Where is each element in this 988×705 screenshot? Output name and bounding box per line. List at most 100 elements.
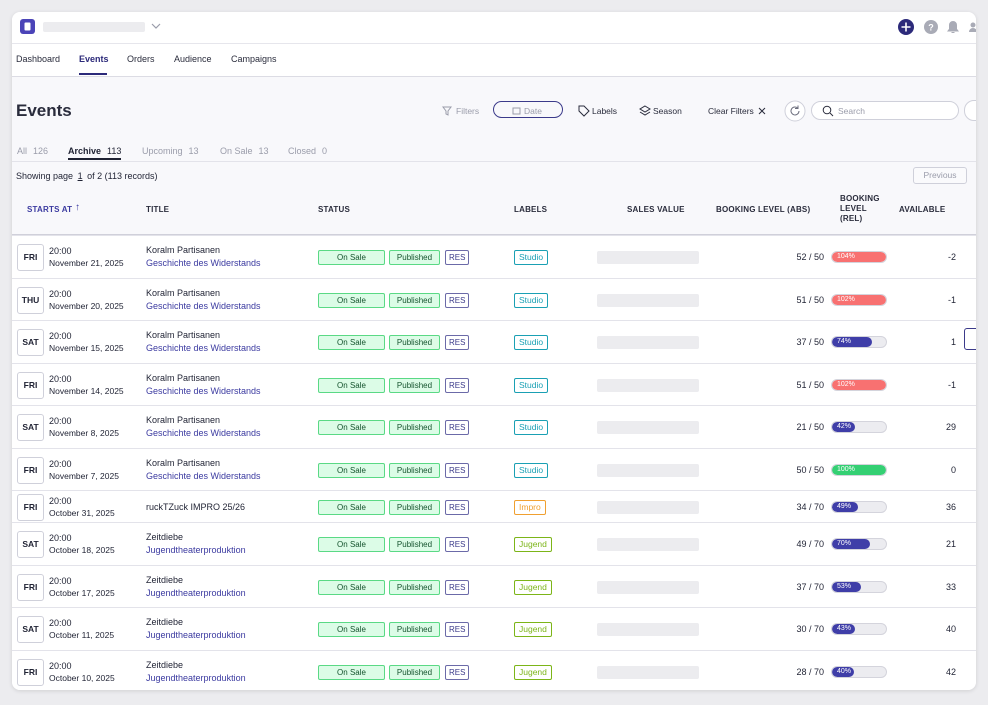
filter-icon	[442, 106, 454, 116]
event-subtitle[interactable]: Jugendtheaterproduktion	[146, 588, 246, 598]
event-date: November 21, 2025	[49, 258, 124, 268]
available: 29	[946, 422, 956, 432]
status-badge: On Sale	[318, 335, 385, 350]
event-title: Zeitdiebe	[146, 617, 183, 627]
label-tag[interactable]: Studio	[514, 463, 548, 478]
status-badge: Published	[389, 665, 440, 680]
table-row[interactable]: SAT20:00November 8, 2025Koralm Partisane…	[12, 405, 976, 449]
tab[interactable]: All126	[17, 146, 48, 156]
available: 21	[946, 539, 956, 549]
filters-button[interactable]: Filters	[456, 106, 479, 116]
table-row[interactable]: FRI20:00October 17, 2025ZeitdiebeJugendt…	[12, 565, 976, 609]
weekday-badge: THU	[17, 287, 44, 314]
nav-item[interactable]: Dashboard	[16, 54, 60, 64]
status-badge: On Sale	[318, 580, 385, 595]
table-row[interactable]: SAT20:00October 11, 2025ZeitdiebeJugendt…	[12, 607, 976, 651]
event-subtitle[interactable]: Geschichte des Widerstands	[146, 386, 261, 396]
event-title: Koralm Partisanen	[146, 415, 220, 425]
label-tag[interactable]: Jugend	[514, 537, 552, 552]
label-tag[interactable]: Studio	[514, 335, 548, 350]
nav-item[interactable]: Orders	[127, 54, 155, 64]
table-row[interactable]: FRI20:00November 7, 2025Koralm Partisane…	[12, 448, 976, 492]
tab-count: 0	[322, 146, 327, 156]
label-tag[interactable]: Jugend	[514, 622, 552, 637]
season-button[interactable]: Season	[653, 106, 682, 116]
table-row[interactable]: THU20:00November 20, 2025Koralm Partisan…	[12, 278, 976, 322]
label-tag[interactable]: Studio	[514, 378, 548, 393]
available: 1	[951, 337, 956, 347]
weekday-badge: FRI	[17, 457, 44, 484]
clear-icon	[758, 107, 766, 115]
tab[interactable]: Closed 0	[288, 146, 327, 156]
event-date: November 20, 2025	[49, 301, 124, 311]
event-title: Zeitdiebe	[146, 660, 183, 670]
label-tag[interactable]: Impro	[514, 500, 546, 515]
event-subtitle[interactable]: Jugendtheaterproduktion	[146, 545, 246, 555]
workspace-switcher[interactable]	[20, 19, 180, 35]
label-tag[interactable]: Studio	[514, 293, 548, 308]
nav-item[interactable]: Audience	[174, 54, 212, 64]
column-header: BOOKING LEVEL (REL)	[840, 194, 886, 224]
nav-item[interactable]: Campaigns	[231, 54, 277, 64]
info-page[interactable]: 1	[78, 171, 83, 181]
sales-value-placeholder	[597, 623, 699, 636]
event-subtitle[interactable]: Geschichte des Widerstands	[146, 471, 261, 481]
booking-track: 100%	[831, 464, 887, 476]
top-icons[interactable]: ?	[896, 17, 976, 37]
extra-button[interactable]	[964, 100, 976, 121]
weekday-badge: FRI	[17, 574, 44, 601]
table-row[interactable]: FRI20:00October 31, 2025ruckTZuck IMPRO …	[12, 490, 976, 523]
event-subtitle[interactable]: Jugendtheaterproduktion	[146, 630, 246, 640]
label-tag[interactable]: Jugend	[514, 580, 552, 595]
tab-count: 13	[259, 146, 269, 156]
booking-rel-label: 40%	[837, 667, 851, 677]
previous-button[interactable]: Previous	[913, 167, 967, 184]
sales-value-placeholder	[597, 251, 699, 264]
event-time: 20:00	[49, 661, 72, 671]
status-badge: RES	[445, 463, 469, 478]
table-row[interactable]: FRI20:00November 14, 2025Koralm Partisan…	[12, 363, 976, 407]
event-title: Koralm Partisanen	[146, 288, 220, 298]
status-badge: On Sale	[318, 420, 385, 435]
event-subtitle[interactable]: Geschichte des Widerstands	[146, 258, 261, 268]
booking-track: 102%	[831, 379, 887, 391]
layers-icon	[639, 105, 651, 117]
tab-label: Closed	[288, 146, 316, 156]
nav-item[interactable]: Events	[79, 54, 109, 64]
status-badge: On Sale	[318, 537, 385, 552]
event-subtitle[interactable]: Geschichte des Widerstands	[146, 343, 261, 353]
status-badge: Published	[389, 622, 440, 637]
label-tag[interactable]: Jugend	[514, 665, 552, 680]
column-header[interactable]: STARTS AT	[27, 205, 72, 214]
status-badge: RES	[445, 665, 469, 680]
labels-button[interactable]: Labels	[592, 106, 617, 116]
event-time: 20:00	[49, 246, 72, 256]
booking-abs: 51 / 50	[796, 380, 824, 390]
row-action-button[interactable]	[964, 328, 976, 350]
column-header: BOOKING LEVEL (ABS)	[716, 205, 810, 214]
event-time: 20:00	[49, 331, 72, 341]
event-subtitle[interactable]: Jugendtheaterproduktion	[146, 673, 246, 683]
tab[interactable]: Archive113	[68, 146, 121, 156]
table-row[interactable]: FRI20:00October 10, 2025ZeitdiebeJugendt…	[12, 650, 976, 691]
sales-value-placeholder	[597, 581, 699, 594]
table-row[interactable]: SAT20:00October 18, 2025ZeitdiebeJugendt…	[12, 522, 976, 566]
table-row[interactable]: SAT20:00November 15, 2025Koralm Partisan…	[12, 320, 976, 364]
refresh-button[interactable]	[784, 100, 806, 122]
tab[interactable]: Upcoming13	[142, 146, 199, 156]
clear-filters-button[interactable]: Clear Filters	[708, 106, 754, 116]
event-subtitle[interactable]: Geschichte des Widerstands	[146, 428, 261, 438]
table-row[interactable]: FRI20:00November 21, 2025Koralm Partisan…	[12, 235, 976, 279]
status-badge: On Sale	[318, 463, 385, 478]
available: 0	[951, 465, 956, 475]
booking-rel-label: 42%	[837, 422, 851, 432]
status-badge: RES	[445, 250, 469, 265]
label-tag[interactable]: Studio	[514, 250, 548, 265]
label-tag[interactable]: Studio	[514, 420, 548, 435]
event-subtitle[interactable]: Geschichte des Widerstands	[146, 301, 261, 311]
event-time: 20:00	[49, 533, 72, 543]
sales-value-placeholder	[597, 294, 699, 307]
tab[interactable]: On Sale13	[220, 146, 269, 156]
tab-count: 13	[189, 146, 199, 156]
